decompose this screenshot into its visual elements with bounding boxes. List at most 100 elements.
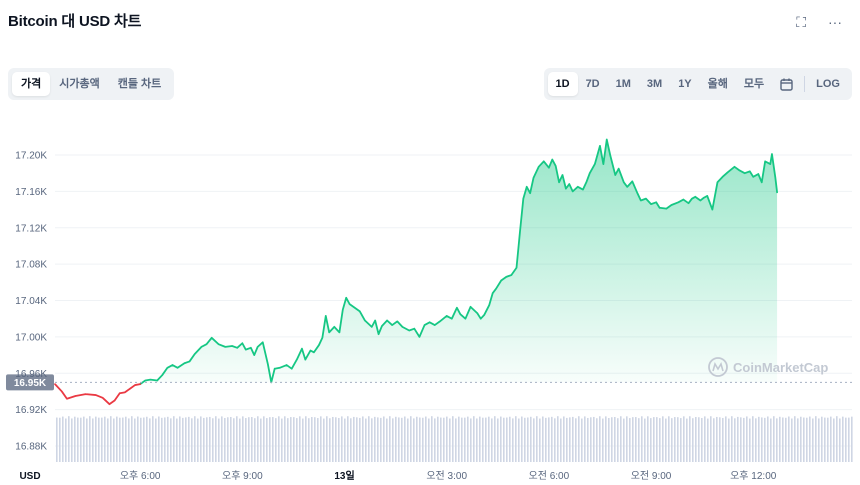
volume-bar (668, 416, 670, 462)
volume-bar (350, 418, 352, 462)
volume-bar (182, 417, 184, 462)
volume-bar (548, 417, 550, 462)
volume-bar (536, 416, 538, 462)
volume-bar (224, 417, 226, 462)
volume-bar (851, 416, 853, 462)
volume-bar (797, 418, 799, 462)
volume-bar (287, 418, 289, 462)
volume-bar (824, 417, 826, 462)
volume-bar (428, 418, 430, 462)
volume-bar (404, 416, 406, 462)
volume-bar (284, 416, 286, 462)
volume-bar (86, 418, 88, 462)
volume-bar (236, 416, 238, 462)
volume-bar (401, 417, 403, 462)
tab-candle-chart[interactable]: 캔들 차트 (117, 78, 162, 90)
volume-bar (641, 416, 643, 462)
volume-bar (776, 418, 778, 462)
volume-bar (725, 416, 727, 462)
volume-bar (647, 416, 649, 462)
volume-bar (221, 416, 223, 462)
volume-bar (467, 416, 469, 462)
volume-bar (575, 418, 577, 462)
volume-bar (671, 418, 673, 462)
volume-bars (56, 416, 853, 462)
volume-bar (605, 416, 607, 462)
range-ytd-button[interactable]: 올해 (707, 78, 728, 90)
volume-bar (398, 417, 400, 462)
volume-bar (74, 416, 76, 462)
range-all-button[interactable]: 모두 (743, 78, 765, 90)
volume-bar (620, 416, 622, 462)
volume-bar (137, 416, 139, 462)
volume-bar (59, 417, 61, 462)
volume-bar (614, 416, 616, 462)
volume-bar (347, 416, 349, 462)
volume-bar (68, 416, 70, 462)
volume-bar (89, 416, 91, 462)
volume-bar (584, 416, 586, 462)
volume-bar (530, 416, 532, 462)
volume-bar (587, 417, 589, 462)
volume-bar (746, 416, 748, 462)
volume-bar (440, 417, 442, 462)
volume-bar (596, 418, 598, 462)
volume-bar (416, 416, 418, 462)
volume-bar (329, 418, 331, 462)
volume-bar (509, 416, 511, 462)
volume-bar (533, 418, 535, 462)
volume-bar (245, 418, 247, 462)
volume-bar (515, 416, 517, 462)
volume-bar (233, 418, 235, 462)
volume-bar (272, 417, 274, 462)
volume-bar (377, 417, 379, 462)
volume-bar (110, 416, 112, 462)
volume-bar (572, 416, 574, 462)
volume-bar (452, 416, 454, 462)
volume-bar (476, 418, 478, 462)
y-tick-label: 16.88K (15, 442, 47, 453)
volume-bar (518, 418, 520, 462)
volume-bar (116, 416, 118, 462)
volume-bar (98, 417, 100, 462)
volume-bar (773, 416, 775, 462)
volume-bar (155, 418, 157, 462)
volume-bar (311, 417, 313, 462)
volume-bar (242, 416, 244, 462)
log-scale-toggle[interactable]: LOG (816, 78, 840, 90)
volume-bar (740, 417, 742, 462)
volume-bar (794, 416, 796, 462)
fullscreen-icon[interactable]: ⛶ (796, 14, 806, 30)
volume-bar (782, 417, 784, 462)
range-3m-button[interactable]: 3M (646, 78, 663, 90)
volume-bar (323, 418, 325, 462)
volume-bar (410, 416, 412, 462)
x-tick-label: 오후 6:00 (120, 470, 161, 482)
range-1m-button[interactable]: 1M (615, 78, 631, 90)
currency-label: USD (19, 471, 40, 482)
volume-bar (764, 417, 766, 462)
volume-bar (161, 417, 163, 462)
volume-bar (461, 417, 463, 462)
tab-market-cap[interactable]: 시가총액 (59, 78, 100, 90)
range-1d-button[interactable]: 1D (547, 72, 578, 96)
range-7d-button[interactable]: 7D (585, 78, 600, 90)
volume-bar (281, 418, 283, 462)
volume-bar (557, 416, 559, 462)
volume-bar (689, 416, 691, 462)
volume-bar (713, 418, 715, 462)
more-icon[interactable]: ··· (828, 14, 842, 30)
x-tick-label: 오전 9:00 (631, 470, 672, 482)
volume-bar (551, 416, 553, 462)
volume-bar (167, 416, 169, 462)
range-1y-button[interactable]: 1Y (678, 78, 692, 90)
volume-bar (845, 417, 847, 462)
reference-price-line: 16.95K (6, 374, 852, 391)
volume-bar (341, 416, 343, 462)
volume-bar (419, 417, 421, 462)
volume-bar (425, 416, 427, 462)
tab-price[interactable]: 가격 (12, 72, 51, 96)
calendar-icon[interactable] (772, 72, 801, 96)
volume-bar (731, 416, 733, 462)
